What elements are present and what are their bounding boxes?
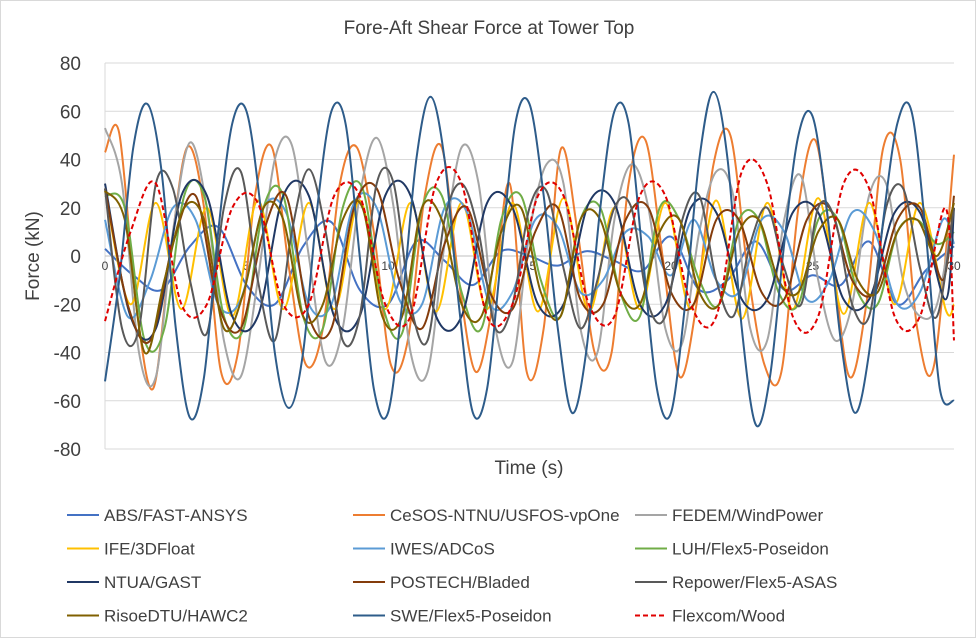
- legend-label: POSTECH/Bladed: [390, 573, 530, 592]
- legend-label: Flexcom/Wood: [672, 607, 785, 626]
- legend-label: CeSOS-NTNU/USFOS-vpOne: [390, 506, 620, 525]
- series-line-4: [104, 190, 955, 320]
- chart-title: Fore-Aft Shear Force at Tower Top: [344, 18, 635, 39]
- x-tick-label: 30: [947, 259, 961, 273]
- legend-label: NTUA/GAST: [104, 573, 201, 592]
- x-tick-label: 10: [381, 259, 395, 273]
- legend-label: FEDEM/WindPower: [672, 506, 823, 525]
- legend-label: RisoeDTU/HAWC2: [104, 607, 248, 626]
- y-tick-label: -40: [54, 344, 81, 365]
- series-line-12: [104, 158, 955, 341]
- legend-label: IWES/ADCoS: [390, 540, 495, 559]
- legend-item: IWES/ADCoS: [353, 540, 495, 559]
- y-tick-label: 20: [60, 199, 81, 220]
- legend-item: LUH/Flex5-Poseidon: [635, 540, 829, 559]
- series-line-3: [104, 127, 955, 388]
- legend-label: IFE/3DFloat: [104, 540, 195, 559]
- x-axis-label: Time (s): [495, 458, 564, 479]
- x-tick-label: 0: [102, 259, 109, 273]
- legend-item: Repower/Flex5-ASAS: [635, 573, 837, 592]
- series-layer: [104, 90, 955, 428]
- legend-item: SWE/Flex5-Poseidon: [353, 607, 552, 626]
- y-tick-label: 0: [70, 247, 81, 268]
- series-line-10: [104, 190, 955, 355]
- y-tick-label: 40: [60, 151, 81, 172]
- y-tick-label: 80: [60, 54, 81, 75]
- legend-label: ABS/FAST-ANSYS: [104, 506, 248, 525]
- series-line-11: [104, 90, 955, 428]
- y-tick-label: -80: [54, 440, 81, 461]
- legend-item: IFE/3DFloat: [67, 540, 195, 559]
- legend-item: Flexcom/Wood: [635, 607, 785, 626]
- legend-label: Repower/Flex5-ASAS: [672, 573, 837, 592]
- y-axis-ticks: -80 -60 -40 -20 0 20 40 60 80: [54, 54, 81, 461]
- series-line-2: [104, 123, 955, 391]
- legend-item: CeSOS-NTNU/USFOS-vpOne: [353, 506, 620, 525]
- legend-label: LUH/Flex5-Poseidon: [672, 540, 829, 559]
- legend-item: ABS/FAST-ANSYS: [67, 506, 248, 525]
- y-axis-label: Force (kN): [23, 211, 44, 301]
- legend-item: FEDEM/WindPower: [635, 506, 823, 525]
- y-tick-label: -20: [54, 295, 81, 316]
- legend-item: RisoeDTU/HAWC2: [67, 607, 248, 626]
- series-line-8: [104, 182, 955, 344]
- legend: ABS/FAST-ANSYS CeSOS-NTNU/USFOS-vpOne FEDE…: [67, 506, 837, 626]
- series-line-9: [104, 166, 955, 348]
- y-tick-label: -60: [54, 392, 81, 413]
- series-line-7: [104, 178, 955, 341]
- legend-item: POSTECH/Bladed: [353, 573, 530, 592]
- legend-item: NTUA/GAST: [67, 573, 201, 592]
- legend-label: SWE/Flex5-Poseidon: [390, 607, 552, 626]
- y-tick-label: 60: [60, 102, 81, 123]
